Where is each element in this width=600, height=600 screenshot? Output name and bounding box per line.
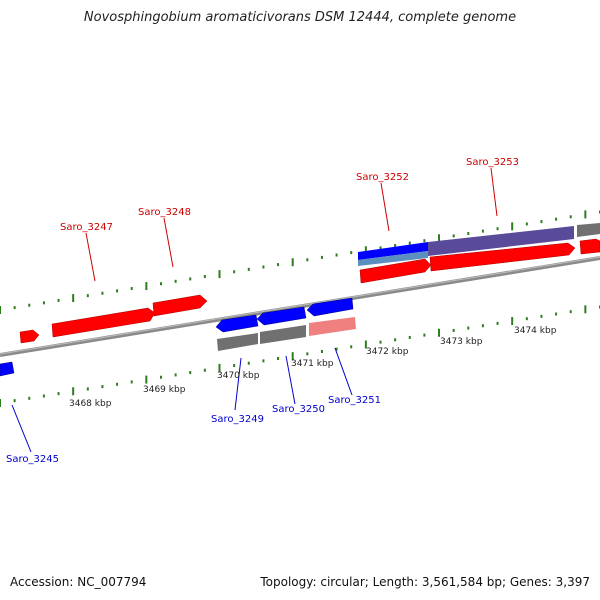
gene-label-saro-3250[interactable]: Saro_3250 xyxy=(272,404,325,415)
gene-label-saro-3252[interactable]: Saro_3252 xyxy=(356,172,409,183)
gene-label-saro-3249[interactable]: Saro_3249 xyxy=(211,414,264,425)
genome-stats: Topology: circular; Length: 3,561,584 bp… xyxy=(260,575,590,589)
cds-grey-2[interactable] xyxy=(260,325,306,344)
gene-label-saro-3253[interactable]: Saro_3253 xyxy=(466,157,519,168)
scale-labels: 3468 kbp 3469 kbp 3470 kbp 3471 kbp 3472… xyxy=(69,326,557,409)
leader-line xyxy=(85,232,96,282)
kbp-label: 3469 kbp xyxy=(143,385,186,395)
gene-arrow-saro-3253[interactable] xyxy=(429,242,576,272)
leader-line xyxy=(380,182,390,232)
kbp-label: 3472 kbp xyxy=(366,347,409,357)
feature-grey-edge[interactable] xyxy=(577,223,600,237)
gene-arrow[interactable] xyxy=(19,329,40,344)
gene-arrow-saro-3247[interactable] xyxy=(51,307,156,338)
gene-label-saro-3251[interactable]: Saro_3251 xyxy=(328,395,381,406)
leader-line xyxy=(490,167,498,217)
genome-title: Novosphingobium aromaticivorans DSM 1244… xyxy=(83,10,517,25)
kbp-label: 3471 kbp xyxy=(291,359,334,369)
reverse-genes xyxy=(0,297,356,377)
top-tick-track xyxy=(0,210,600,314)
kbp-label: 3473 kbp xyxy=(440,337,483,347)
leader-line xyxy=(11,404,32,453)
genome-backbone xyxy=(0,256,600,357)
leader-line xyxy=(334,347,353,396)
bottom-gene-labels: Saro_3245 Saro_3249 Saro_3250 Saro_3251 xyxy=(6,347,381,465)
gene-label-saro-3248[interactable]: Saro_3248 xyxy=(138,207,191,218)
gene-arrow-saro-3245[interactable] xyxy=(0,361,15,377)
reverse-feature-blue[interactable] xyxy=(358,242,428,260)
feature-pink[interactable] xyxy=(309,317,356,336)
leader-line xyxy=(234,357,242,411)
kbp-label: 3468 kbp xyxy=(69,399,112,409)
feature-purple[interactable] xyxy=(428,226,574,256)
gene-arrow-saro-3252[interactable] xyxy=(359,258,432,284)
gene-arrow-edge[interactable] xyxy=(579,238,600,255)
gene-arrow-saro-3251[interactable] xyxy=(306,297,354,317)
accession-text: Accession: NC_007794 xyxy=(10,575,147,589)
cds-grey-1[interactable] xyxy=(217,333,258,351)
kbp-label: 3474 kbp xyxy=(514,326,557,336)
forward-genes xyxy=(19,238,600,344)
gene-arrow-saro-3250[interactable] xyxy=(256,306,307,326)
gene-arrow-saro-3249[interactable] xyxy=(215,314,259,333)
gene-label-saro-3245[interactable]: Saro_3245 xyxy=(6,454,59,465)
gene-arrow-saro-3248[interactable] xyxy=(152,294,208,317)
leader-line xyxy=(163,217,174,268)
feature-steelblue[interactable] xyxy=(358,251,428,266)
genome-backbone-highlight xyxy=(0,256,600,355)
gene-label-saro-3247[interactable]: Saro_3247 xyxy=(60,222,113,233)
kbp-label: 3470 kbp xyxy=(217,371,260,381)
top-gene-labels: Saro_3247 Saro_3248 Saro_3252 Saro_3253 xyxy=(60,157,519,282)
leader-line xyxy=(285,355,296,405)
upper-feature-band xyxy=(358,223,600,266)
bottom-tick-track xyxy=(0,305,600,407)
